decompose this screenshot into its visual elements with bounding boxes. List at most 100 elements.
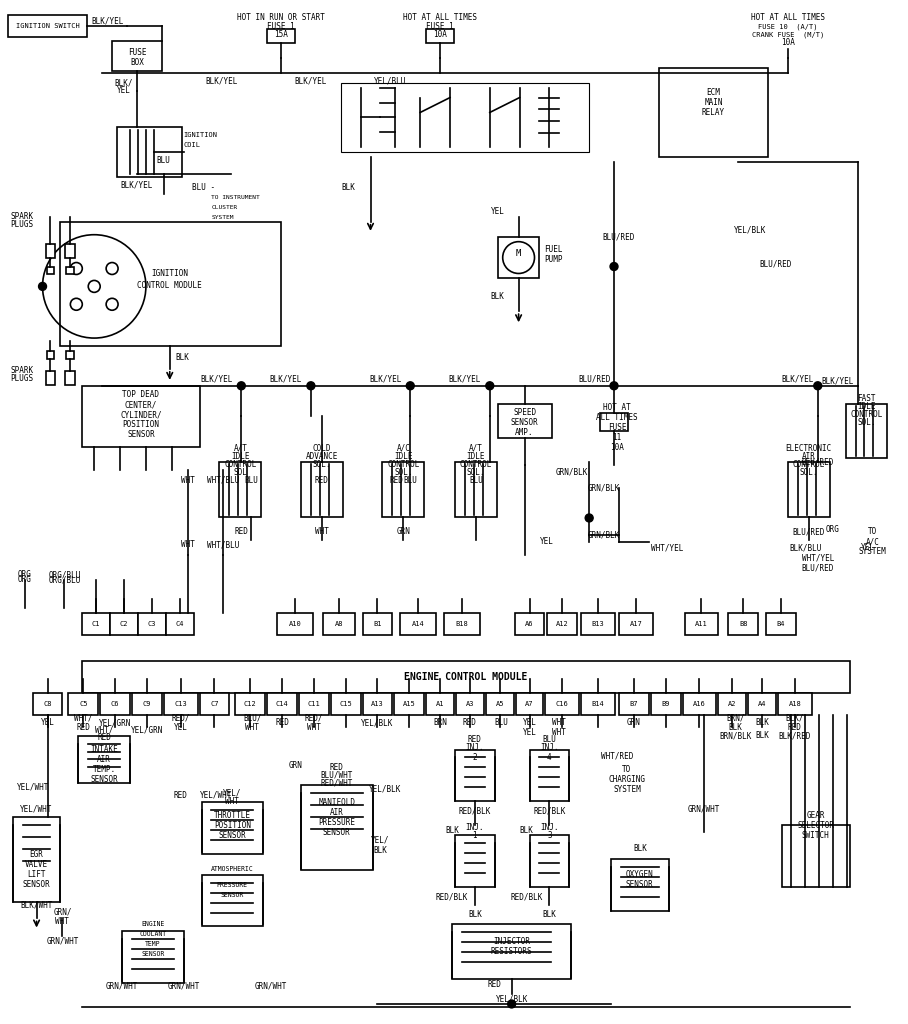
Text: ORG: ORG xyxy=(17,570,32,580)
Bar xyxy=(83,386,200,447)
Bar xyxy=(220,462,262,517)
Bar xyxy=(112,41,162,71)
Text: PUMP: PUMP xyxy=(545,255,563,264)
Text: B4: B4 xyxy=(776,622,785,628)
Text: WHT/RED: WHT/RED xyxy=(601,751,633,760)
Text: YEL/GRN: YEL/GRN xyxy=(99,718,132,727)
Text: YEL: YEL xyxy=(539,538,553,547)
Text: YEL/WHT: YEL/WHT xyxy=(201,791,232,800)
Text: GRN/WHT: GRN/WHT xyxy=(106,982,138,990)
Text: VALVE: VALVE xyxy=(25,860,48,869)
Text: BLK: BLK xyxy=(633,845,646,853)
Text: CONTROL: CONTROL xyxy=(224,460,256,469)
Text: BLK/YEL: BLK/YEL xyxy=(449,375,481,383)
Text: SENSOR: SENSOR xyxy=(323,827,350,837)
Text: RED/
WHT: RED/ WHT xyxy=(304,713,323,732)
Bar xyxy=(718,693,746,715)
Bar xyxy=(516,693,544,715)
Text: BLU: BLU xyxy=(495,718,508,727)
Text: 10A: 10A xyxy=(433,31,447,40)
Bar xyxy=(235,693,265,715)
Bar xyxy=(498,237,539,279)
Bar xyxy=(323,613,355,635)
Text: RED: RED xyxy=(488,980,502,988)
Text: CONTROL MODULE: CONTROL MODULE xyxy=(137,281,202,290)
Text: BLK: BLK xyxy=(755,718,769,727)
Bar xyxy=(13,817,61,901)
Text: POSITION: POSITION xyxy=(123,420,160,429)
Text: EGR: EGR xyxy=(30,850,44,859)
Text: C4: C4 xyxy=(175,622,184,628)
Text: SENSOR: SENSOR xyxy=(23,881,51,889)
Text: GRN: GRN xyxy=(289,761,303,770)
Text: BLK/BLU: BLK/BLU xyxy=(790,544,822,552)
Bar xyxy=(65,371,75,385)
Text: BLK: BLK xyxy=(519,825,534,835)
Text: RED/BLK: RED/BLK xyxy=(533,807,566,816)
Bar xyxy=(267,29,295,43)
Text: YEL: YEL xyxy=(41,718,54,727)
Text: INTAKE: INTAKE xyxy=(90,745,118,754)
Text: RED/
YEL: RED/ YEL xyxy=(172,713,190,732)
Bar xyxy=(110,613,138,635)
Text: HOT IN RUN OR START: HOT IN RUN OR START xyxy=(237,12,325,22)
Bar xyxy=(45,371,55,385)
Text: RED/BLK: RED/BLK xyxy=(459,807,491,816)
Text: RED: RED xyxy=(463,718,477,727)
Text: BRN: BRN xyxy=(433,718,447,727)
Text: BLK: BLK xyxy=(341,182,356,191)
Text: RED/WHT: RED/WHT xyxy=(321,779,353,787)
Text: TEMP.: TEMP. xyxy=(93,765,115,774)
Text: SPARK: SPARK xyxy=(11,212,34,221)
Bar xyxy=(61,222,281,346)
Text: HOT AT ALL TIMES: HOT AT ALL TIMES xyxy=(403,12,477,22)
Text: SENSOR: SENSOR xyxy=(90,775,118,783)
Bar xyxy=(117,127,182,177)
Text: WHT: WHT xyxy=(181,541,194,549)
Text: A1: A1 xyxy=(436,700,444,707)
Bar xyxy=(456,693,484,715)
Text: TOP DEAD: TOP DEAD xyxy=(123,390,160,399)
Text: SYSTEM: SYSTEM xyxy=(212,215,234,220)
Circle shape xyxy=(814,382,822,390)
Text: YEL: YEL xyxy=(523,718,537,727)
Text: 11: 11 xyxy=(612,433,622,442)
Text: COOLANT: COOLANT xyxy=(139,932,166,937)
Text: SPARK: SPARK xyxy=(11,367,34,376)
Bar xyxy=(78,735,130,783)
Text: C6: C6 xyxy=(111,700,119,707)
Text: WHT: WHT xyxy=(55,916,69,926)
Text: WHT: WHT xyxy=(552,718,567,727)
Text: ORG: ORG xyxy=(17,575,32,584)
Text: CYLINDER/: CYLINDER/ xyxy=(120,410,162,419)
Text: BLU: BLU xyxy=(244,476,258,484)
Circle shape xyxy=(486,382,494,390)
Bar xyxy=(45,244,55,258)
Text: ECM: ECM xyxy=(706,88,720,97)
Text: SWITCH: SWITCH xyxy=(802,830,830,840)
Text: BLU/RED: BLU/RED xyxy=(793,527,825,537)
Text: FUSE 1: FUSE 1 xyxy=(267,23,295,32)
Text: SENSOR: SENSOR xyxy=(221,892,244,898)
Text: YEL: YEL xyxy=(491,207,505,216)
Text: BLK/YEL: BLK/YEL xyxy=(822,376,854,385)
Bar xyxy=(200,693,230,715)
Text: A12: A12 xyxy=(556,622,568,628)
Text: A4: A4 xyxy=(758,700,766,707)
Text: YEL: YEL xyxy=(861,544,874,552)
Text: IDLE: IDLE xyxy=(857,402,875,412)
Text: ORG: ORG xyxy=(825,525,840,535)
Text: AIR: AIR xyxy=(97,755,111,764)
Text: RED: RED xyxy=(97,733,111,742)
Text: BLK/YEL: BLK/YEL xyxy=(782,375,814,383)
Text: BLK/YEL: BLK/YEL xyxy=(205,76,238,85)
Text: A7: A7 xyxy=(526,700,534,707)
Bar xyxy=(498,403,552,438)
Bar xyxy=(382,462,424,517)
Text: RED: RED xyxy=(390,476,403,484)
Circle shape xyxy=(610,262,618,270)
Text: BLU/RED: BLU/RED xyxy=(578,375,610,383)
Text: YEL/: YEL/ xyxy=(223,788,242,798)
Bar xyxy=(548,613,577,635)
Text: C14: C14 xyxy=(276,700,289,707)
